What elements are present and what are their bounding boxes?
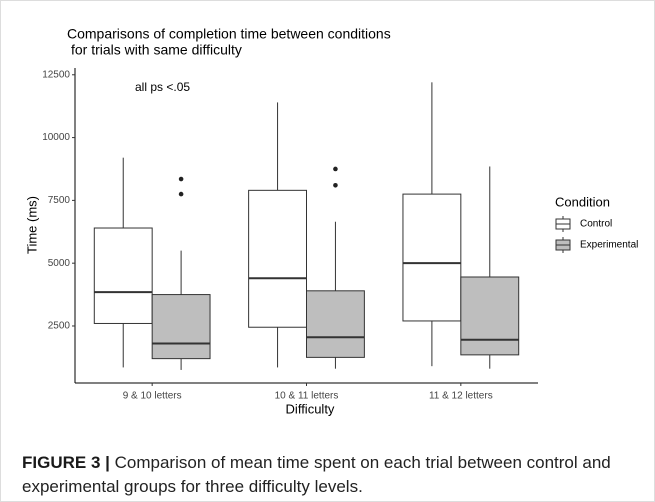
box: [460, 276, 520, 356]
box: [93, 227, 153, 324]
y-tick-label: 12500: [42, 69, 70, 80]
caption-text: Comparison of mean time spent on each tr…: [22, 453, 611, 496]
chart-title: for trials with same difficulty: [71, 42, 242, 58]
legend-label: Experimental: [580, 240, 638, 251]
box: [151, 294, 211, 360]
y-tick-label: 2500: [48, 321, 71, 332]
x-axis-title: Difficulty: [286, 401, 335, 416]
x-tick-label: 11 & 12 letters: [429, 391, 493, 402]
outlier: [333, 183, 338, 188]
y-axis-title: Time (ms): [24, 196, 39, 254]
y-tick-label: 7500: [48, 195, 71, 206]
box: [248, 189, 307, 328]
outlier: [178, 176, 184, 182]
y-tick-label: 5000: [48, 258, 71, 269]
caption: FIGURE 3 | Comparison of mean time spent…: [22, 451, 647, 499]
box: [402, 193, 462, 322]
caption-label: FIGURE 3 |: [22, 453, 110, 472]
chart-title: Comparisons of completion time between c…: [67, 26, 391, 42]
y-tick-label: 10000: [42, 132, 70, 143]
outlier: [333, 166, 338, 172]
x-tick-label: 9 & 10 letters: [123, 391, 182, 402]
annotation: all ps <.05: [135, 80, 190, 94]
x-tick-label: 10 & 11 letters: [275, 391, 339, 402]
legend-title: Condition: [555, 194, 610, 209]
outlier: [178, 191, 184, 197]
box: [306, 290, 365, 358]
legend-label: Control: [580, 219, 612, 230]
